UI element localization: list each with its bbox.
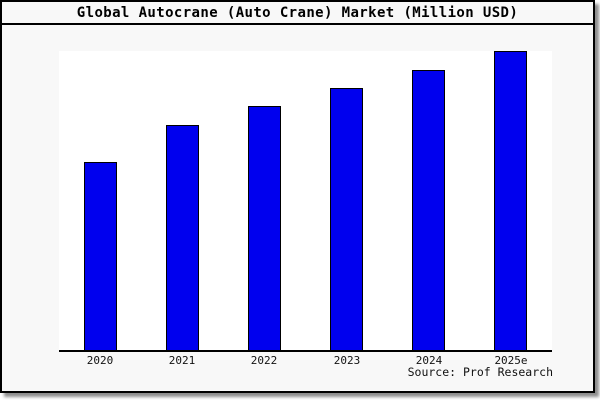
bar-2021: [166, 125, 199, 350]
chart-frame: Global Autocrane (Auto Crane) Market (Mi…: [0, 0, 595, 393]
x-tick-label-2021: 2021: [168, 354, 196, 367]
x-tick-label-2025e: 2025e: [494, 354, 528, 367]
bar-2023: [330, 88, 363, 350]
bar-2025e: [494, 51, 527, 350]
plot-area: [59, 51, 552, 352]
source-credit: Source: Prof Research: [407, 365, 553, 379]
x-tick-label-2023: 2023: [333, 354, 361, 367]
x-tick-label-2024: 2024: [415, 354, 443, 367]
bar-2022: [248, 106, 281, 350]
chart-title: Global Autocrane (Auto Crane) Market (Mi…: [2, 2, 593, 25]
x-tick-label-2022: 2022: [250, 354, 278, 367]
bar-2020: [84, 162, 117, 350]
bar-2024: [412, 70, 445, 350]
x-tick-label-2020: 2020: [86, 354, 114, 367]
